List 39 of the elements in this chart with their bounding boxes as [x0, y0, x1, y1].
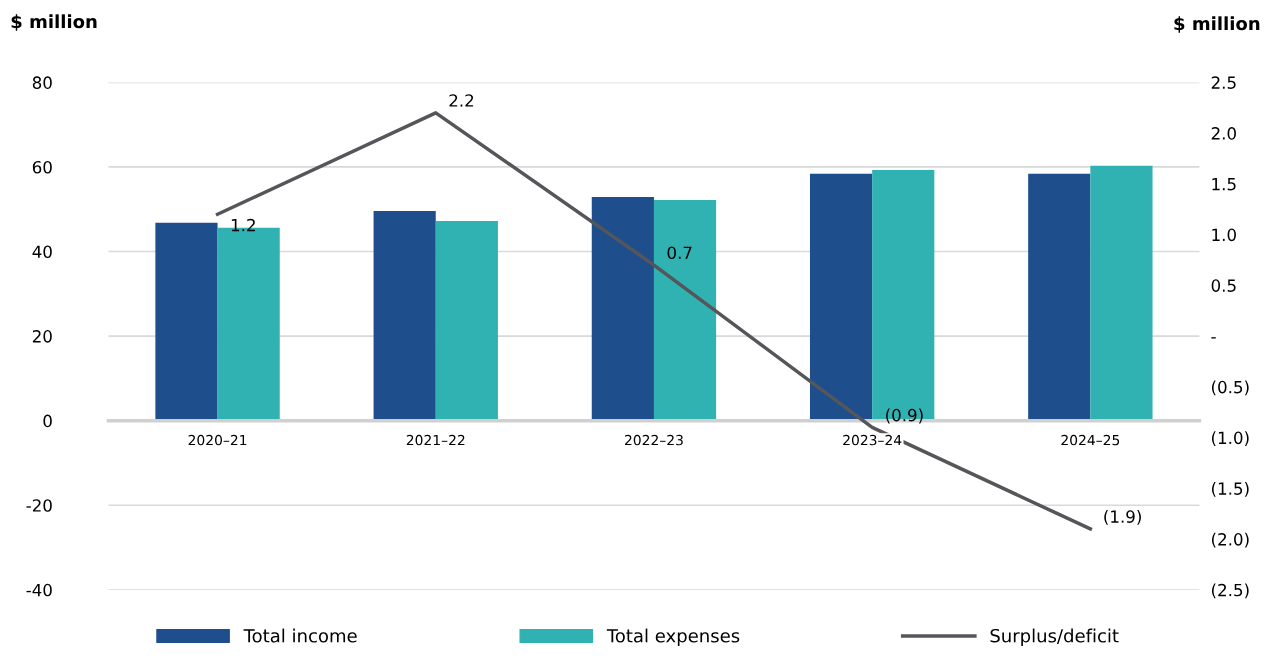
y2-tick-label: -: [1211, 337, 1216, 339]
legend-label: Surplus/deficit: [990, 628, 1119, 647]
y-tick-label: 40: [32, 245, 52, 259]
bar: [155, 222, 218, 421]
y-tick-label: 60: [32, 160, 52, 174]
legend-label: Total income: [243, 628, 357, 643]
bar: [435, 221, 498, 421]
y2-tick-label: 2.0: [1211, 127, 1236, 140]
y-tick-label: -40: [26, 583, 52, 597]
y-tick-label: -20: [26, 499, 52, 512]
bar: [809, 173, 873, 421]
y-axis-title: $ million: [11, 14, 97, 31]
y2-axis-title: $ million: [1174, 16, 1260, 33]
bar: [1090, 165, 1153, 421]
bar: [1028, 173, 1091, 421]
y2-tick-label: (2.5): [1211, 583, 1249, 599]
y-tick-label: 0: [43, 414, 52, 428]
x-tick-label: 2022–23: [624, 434, 683, 446]
y2-tick-label: (1.5): [1211, 482, 1249, 497]
y2-tick-label: (0.5): [1211, 380, 1249, 396]
bar: [373, 210, 436, 421]
y2-tick-label: (1.0): [1211, 431, 1249, 447]
y2-tick-label: 1.0: [1212, 228, 1236, 242]
bar: [653, 199, 717, 421]
y2-tick-label: (2.0): [1211, 532, 1249, 548]
y2-tick-label: 0.5: [1211, 279, 1236, 292]
y2-tick-label: 2.5: [1211, 76, 1236, 89]
y-tick-label: 20: [32, 330, 52, 343]
data-label: (1.9): [1104, 510, 1141, 525]
x-tick-label: 2024–25: [1061, 434, 1120, 446]
x-tick-label: 2023–24: [843, 434, 902, 446]
x-tick-label: 2021–22: [406, 434, 465, 446]
data-label: 0.7: [667, 246, 692, 260]
legend-label: Total expenses: [606, 628, 740, 647]
x-tick-label: 2020–21: [188, 434, 247, 446]
y-tick-label: 80: [32, 76, 52, 89]
bar: [591, 196, 654, 421]
y2-tick-label: 1.5: [1212, 178, 1236, 191]
data-label: 2.2: [449, 94, 474, 107]
